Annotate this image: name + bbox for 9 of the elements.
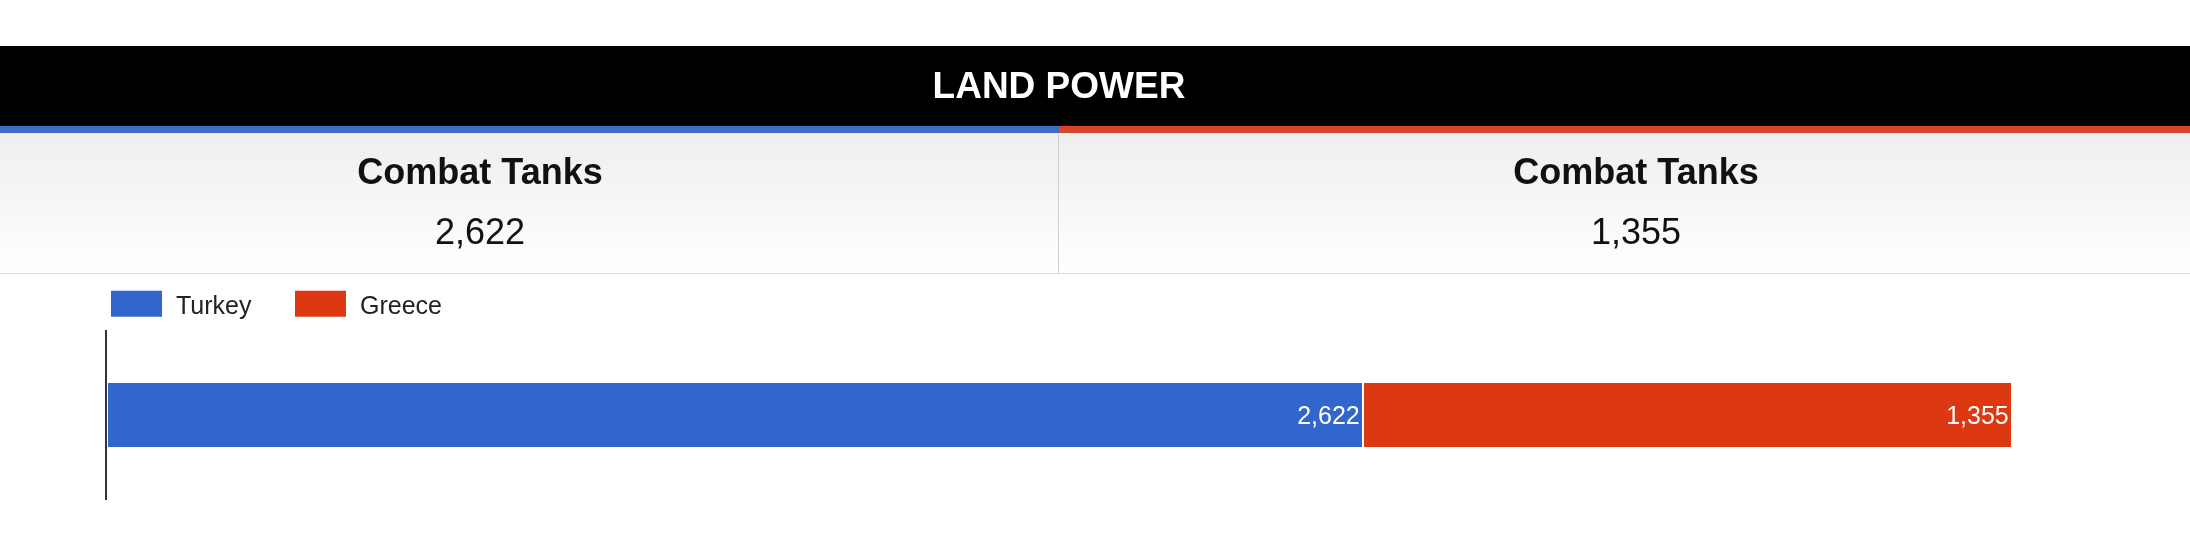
text: Turkey — [176, 290, 252, 319]
data-label: 1,355 — [1946, 401, 2009, 429]
text: 1,355 — [1590, 211, 1682, 252]
category-label: Combat Tanks — [357, 151, 603, 193]
text: LAND POWER — [932, 65, 1186, 106]
legend-label: Greece — [360, 290, 442, 319]
text: 2,622 — [434, 211, 526, 252]
data-label: 2,622 — [1297, 401, 1360, 429]
category-label: Combat Tanks — [1513, 151, 1759, 193]
